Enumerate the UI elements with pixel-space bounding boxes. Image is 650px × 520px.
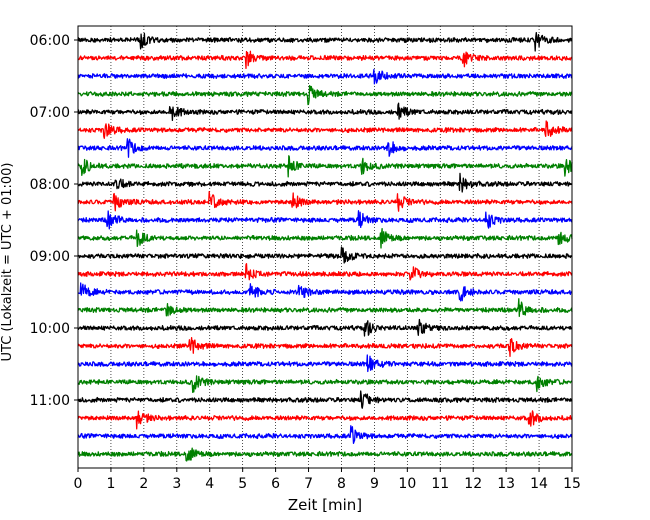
x-tick-label: 15 [563,476,581,492]
x-tick-label: 10 [398,476,416,492]
x-axis-label: Zeit [min] [288,496,362,514]
x-tick-label: 4 [205,476,214,492]
x-tick-label: 7 [304,476,313,492]
seismic-trace [77,138,573,158]
seismic-trace [77,120,573,139]
seismic-trace [77,68,573,85]
y-axis-ticks: 06:00 07:00 08:00 09:00 10:00 11:00 [30,33,78,409]
x-tick-label: 14 [530,476,548,492]
seismic-trace [77,155,573,178]
x-tick-label: 3 [172,476,181,492]
x-tick-label: 9 [370,476,379,492]
y-tick-label: 10:00 [30,321,70,337]
seismic-trace [77,84,573,106]
seismic-trace [77,425,573,444]
seismic-trace [77,263,573,281]
seismic-trace [77,318,573,337]
seismic-trace [77,31,573,52]
y-tick-label: 09:00 [30,249,70,265]
seismic-trace [77,227,573,249]
plot-frame [77,25,573,469]
seismic-trace [77,50,573,70]
seismic-trace [77,298,573,318]
y-tick-label: 07:00 [30,105,70,121]
seismic-trace [77,102,573,121]
seismic-trace [77,410,573,430]
seismic-trace [77,172,573,193]
seismic-trace [77,337,573,357]
x-tick-label: 12 [464,476,482,492]
seismic-trace [77,246,573,264]
seismic-trace [77,354,573,373]
x-tick-label: 5 [238,476,247,492]
y-axis-label: UTC (Lokalzeit = UTC + 01:00) [0,163,15,362]
x-tick-label: 1 [106,476,115,492]
x-axis-ticks: 0 1 2 3 4 5 6 7 8 9 10 11 12 13 14 15 [74,468,581,492]
seismic-trace [77,282,573,302]
x-tick-label: 6 [271,476,280,492]
x-tick-label: 8 [337,476,346,492]
y-tick-label: 06:00 [30,33,70,49]
seismic-trace [77,190,573,212]
seismic-trace [77,375,573,394]
seismic-trace [77,447,573,462]
seismic-trace [77,390,573,409]
seismic-traces [77,31,573,462]
x-tick-label: 13 [497,476,515,492]
x-tick-label: 2 [139,476,148,492]
y-tick-label: 08:00 [30,177,70,193]
seismic-trace [77,210,573,230]
y-tick-label: 11:00 [30,393,70,409]
x-tick-label: 11 [431,476,449,492]
x-tick-label: 0 [74,476,83,492]
